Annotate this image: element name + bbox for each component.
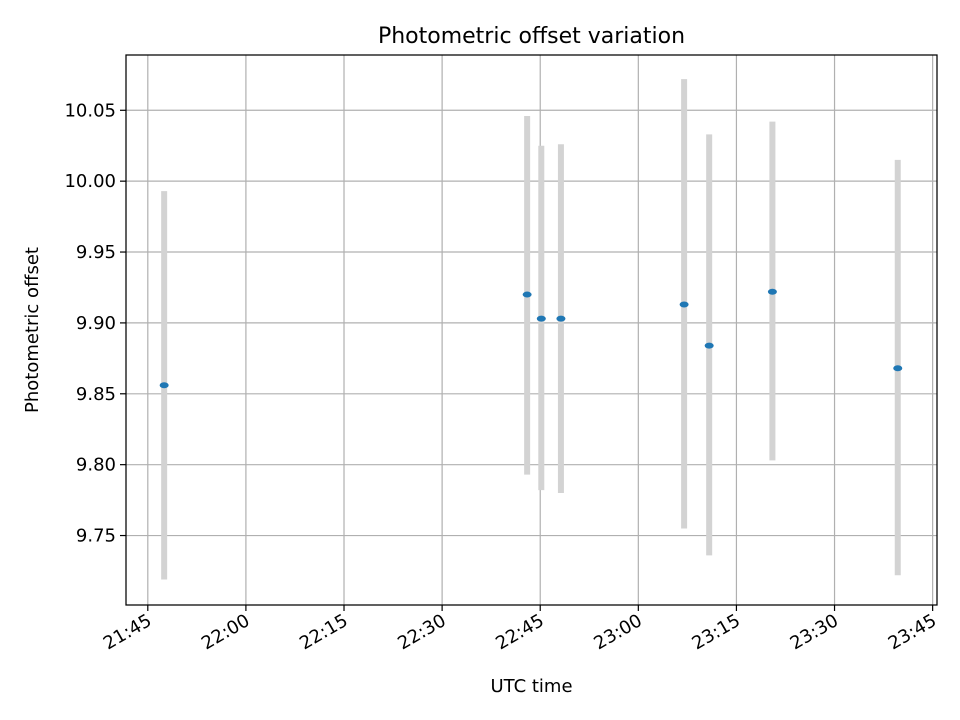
y-tick-label: 9.85 bbox=[76, 384, 116, 405]
plot-frame bbox=[125, 54, 938, 606]
y-tick-label: 10.05 bbox=[64, 100, 116, 121]
data-point bbox=[159, 382, 169, 389]
y-tick-label: 9.90 bbox=[76, 313, 116, 334]
chart-title: Photometric offset variation bbox=[378, 24, 685, 49]
y-tick-label: 10.00 bbox=[64, 171, 116, 192]
data-point bbox=[556, 315, 566, 322]
y-axis-ticks: 9.75 9.80 9.85 9.90 9.95 10.00 10.05 bbox=[64, 100, 126, 547]
data-point bbox=[522, 291, 532, 298]
data-points bbox=[159, 288, 903, 389]
x-axis-label: UTC time bbox=[490, 676, 572, 697]
data-point bbox=[536, 315, 546, 322]
data-point bbox=[679, 301, 689, 308]
data-point bbox=[704, 342, 714, 349]
y-tick-label: 9.80 bbox=[76, 455, 116, 476]
y-axis-label: Photometric offset bbox=[22, 247, 43, 413]
data-point bbox=[767, 288, 777, 295]
grid bbox=[126, 55, 937, 605]
y-tick-label: 9.75 bbox=[76, 526, 116, 547]
data-point bbox=[893, 365, 903, 372]
y-tick-label: 9.95 bbox=[76, 242, 116, 263]
